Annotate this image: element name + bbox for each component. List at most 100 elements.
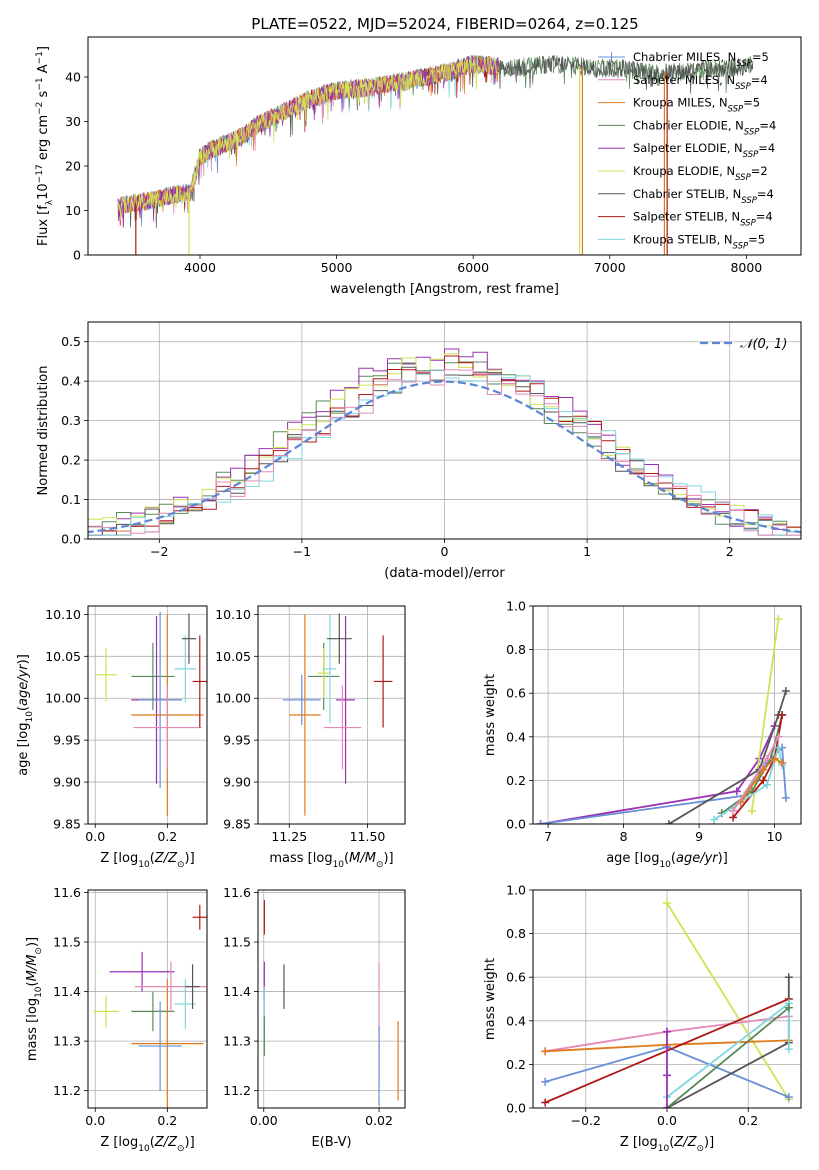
mass-weight-line: [739, 757, 783, 803]
x-axis-label-part: (: [150, 851, 155, 866]
legend-label-tail: =4: [757, 187, 774, 201]
y-axis-label-part: (: [16, 706, 31, 711]
x-axis-label-part: )]: [718, 851, 728, 866]
x-tick-label: 8000: [730, 260, 762, 275]
x-axis-label-part: Z/Z: [673, 1135, 697, 1150]
legend-label-tail: =5: [743, 96, 760, 110]
y-axis-label: mass weight: [483, 958, 498, 1040]
plot-area-mass_vs_EBV: [263, 899, 399, 1106]
y-axis-label-part: −1: [35, 77, 45, 90]
x-tick-label: −2: [150, 544, 168, 559]
x-tick-label: 0.2: [738, 1113, 758, 1128]
mass-weight-line: [540, 725, 776, 824]
legend-label: Chabrier MILES, NSSP=5: [633, 50, 769, 69]
legend-label-tail: =4: [751, 73, 768, 87]
legend-label-sub: SSP: [740, 219, 756, 229]
x-tick-label: 11.50: [350, 829, 386, 844]
x-axis-label-part: Z/Z: [154, 1135, 178, 1150]
x-axis-label: Z [log10(Z/Z⊙)]: [620, 1135, 714, 1154]
x-axis-label-part: )]: [704, 1135, 714, 1150]
legend-label-sub: SSP: [733, 241, 749, 251]
y-axis-label: age [log10(age/yr)]: [16, 654, 35, 776]
y-tick-label: 0.4: [506, 729, 526, 744]
x-tick-label: 4000: [184, 260, 216, 275]
x-tick-label: −0.2: [571, 1113, 601, 1128]
y-tick-label: 10.05: [215, 649, 251, 664]
legend-label-tail: =5: [752, 50, 769, 64]
axes-frame: [532, 605, 802, 825]
y-axis-label-part: )]: [16, 654, 31, 664]
legend-label-tail: =4: [758, 141, 775, 155]
x-tick-label: −1: [293, 544, 311, 559]
legend-label-sub: SSP: [743, 150, 759, 160]
legend-label-tail: =2: [751, 164, 768, 178]
y-tick-label: 0.4: [506, 1013, 526, 1028]
x-axis-label-part: 10: [659, 860, 671, 870]
y-axis-label: mass [log10(M/M⊙)]: [25, 937, 44, 1061]
y-axis-label-part: A: [36, 64, 51, 77]
y-tick-label: 0.5: [61, 334, 81, 349]
y-tick-label: 0.0: [506, 817, 526, 832]
x-axis-label-part: (: [344, 851, 349, 866]
legend-label-base: Kroupa MILES, N: [633, 96, 728, 110]
plot-area-massweight_vs_age: [536, 615, 790, 824]
x-axis-label-part: )]: [185, 1135, 195, 1150]
axes-residuals: −2 −1 0 1 2 0.0 0.1 0.2 0.3 0.4 0.5 (data-model)/er…: [36, 321, 802, 581]
legend-label: Salpeter MILES, NSSP=4: [633, 73, 768, 92]
y-tick-label: 0.2: [61, 453, 81, 468]
x-axis-label: (data-model)/error: [384, 566, 505, 581]
x-axis-label-part: mass [log: [269, 851, 332, 866]
legend-label-base: Chabrier MILES, N: [633, 50, 736, 64]
x-axis-label-part: Z/Z: [154, 851, 178, 866]
plot-area-mass_vs_Z: [93, 904, 207, 1108]
x-axis-label-part: age/yr: [676, 851, 719, 866]
y-axis-label-part: age [log: [16, 723, 31, 776]
x-axis-label: Z [log10(Z/Z⊙)]: [100, 1135, 194, 1154]
y-tick-label: 11.5: [53, 935, 81, 950]
y-tick-label: 11.6: [53, 885, 81, 900]
x-tick-label: 6000: [457, 260, 489, 275]
x-tick-label: 8: [620, 829, 628, 844]
x-axis-label-part: ⊙: [177, 1144, 185, 1154]
legend-label-base: Salpeter ELODIE, N: [633, 141, 743, 155]
x-tick-label: 1: [583, 544, 591, 559]
y-axis-label-part: ⊙: [34, 947, 44, 955]
x-axis-label-part: 10: [138, 860, 150, 870]
y-axis-label-part: mass [log: [25, 998, 40, 1061]
legend-label-tail: =4: [759, 118, 776, 132]
mass-weight-line: [666, 1007, 790, 1108]
y-axis-label-part: age/yr: [16, 663, 31, 706]
mass-weight-line: [732, 736, 780, 812]
plot-area-massweight_vs_Z: [541, 899, 793, 1108]
y-tick-label: 11.6: [223, 885, 251, 900]
y-tick-label: 20: [65, 159, 81, 174]
legend-label: Salpeter ELODIE, NSSP=4: [633, 141, 775, 160]
x-tick-label: 7: [544, 829, 552, 844]
y-axis-label-part: )]: [25, 937, 40, 947]
axes-frame: [87, 889, 208, 1109]
plot-area-age_vs_mass: [283, 613, 393, 816]
y-axis-label-part: 10: [36, 183, 51, 200]
plots: 4000 5000 6000 7000 8000010203040wavelength …: [16, 36, 802, 1154]
axes-frame: [257, 889, 406, 1109]
y-tick-label: 0.4: [61, 374, 81, 389]
y-tick-label: 11.5: [223, 935, 251, 950]
x-tick-label: 11.25: [271, 829, 307, 844]
legend: 𝒩(0, 1): [700, 337, 787, 352]
y-tick-label: 11.3: [223, 1034, 251, 1049]
normal-reference-curve: [88, 380, 801, 534]
x-tick-label: 5000: [321, 260, 353, 275]
y-axis-label-part: ]: [36, 46, 51, 51]
x-tick-label: 7000: [594, 260, 626, 275]
y-axis-label: Flux [fλ10−17 erg cm−2 s−1 A−1]: [35, 46, 55, 246]
y-tick-label: 0.6: [506, 686, 526, 701]
axes-age_vs_mass: 11.25 11.50 9.85 9.90 9.95 10.00 10.05 10.10 mas…: [215, 605, 406, 870]
y-tick-label: 11.2: [223, 1083, 251, 1098]
legend-label-base: Chabrier STELIB, N: [633, 187, 741, 201]
mass-weight-line: [668, 690, 787, 824]
x-axis-label-part: Z [log: [100, 1135, 138, 1150]
x-axis-label: E(B-V): [311, 1135, 351, 1150]
